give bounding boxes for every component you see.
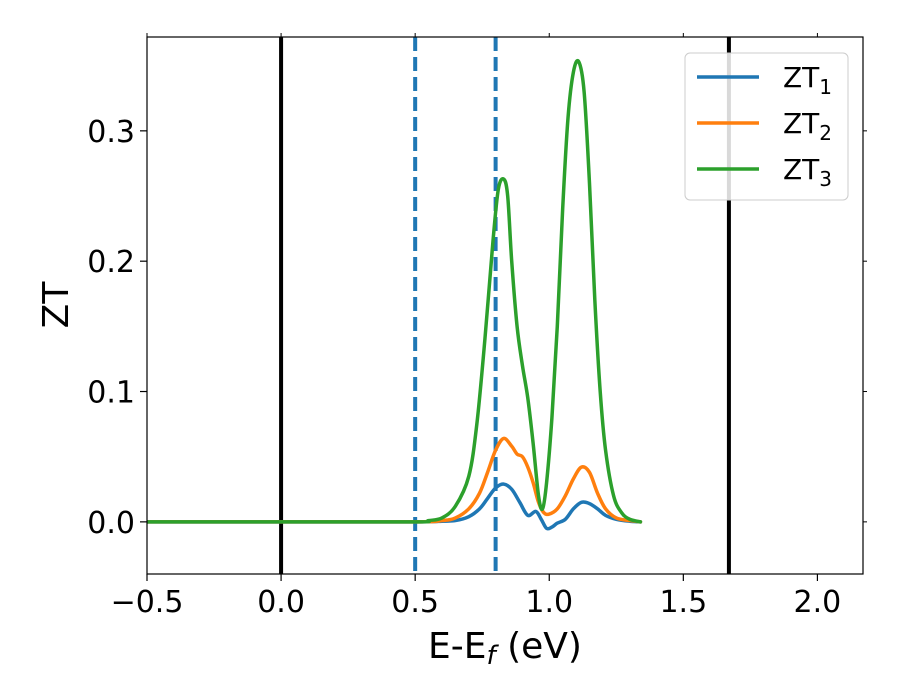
vertical-reference-lines (279, 37, 731, 574)
legend-label-2: ZT2 (783, 107, 832, 145)
series-line-2 (147, 436, 643, 524)
y-tick-label: 0.2 (87, 245, 135, 280)
legend-box (684, 52, 849, 201)
y-axis-label: ZT (36, 281, 77, 329)
x-axis-label: E-Ef (eV) (428, 626, 582, 671)
y-axis-ticks: 0.0 0.1 0.2 0.3 (87, 115, 867, 541)
x-tick-label: −0.5 (111, 585, 184, 620)
plot-frame (146, 36, 864, 575)
x-axis-label-main: E-E (428, 626, 486, 667)
x-axis-label-unit: (eV) (496, 626, 582, 667)
x-tick-label: 1.5 (659, 585, 707, 620)
series-line-3 (147, 58, 643, 524)
x-tick-label: 1.0 (525, 585, 573, 620)
series-line-1 (147, 482, 643, 531)
x-tick-label: 0.0 (257, 585, 305, 620)
y-tick-label: 0.1 (87, 376, 135, 411)
legend-label-3: ZT3 (783, 153, 832, 191)
y-tick-label: 0.3 (87, 115, 135, 150)
x-tick-label: 2.0 (794, 585, 842, 620)
y-tick-label: 0.0 (87, 506, 135, 541)
x-axis-ticks: −0.5 0.0 0.5 1.0 1.5 2.0 (111, 33, 842, 620)
legend-label-1: ZT1 (783, 61, 832, 99)
legend: ZT1 ZT2 ZT3 (684, 52, 849, 201)
series-lines (147, 58, 643, 531)
x-tick-label: 0.5 (391, 585, 439, 620)
